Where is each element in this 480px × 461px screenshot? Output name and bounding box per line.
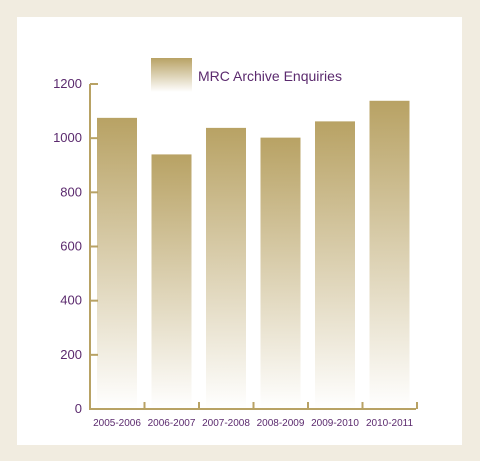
bar-2010-2011 bbox=[369, 100, 410, 410]
x-category-label-2008-2009: 2008-2009 bbox=[257, 418, 305, 429]
y-tick-label-1000: 1000 bbox=[53, 130, 82, 145]
x-category-label-2010-2011: 2010-2011 bbox=[366, 418, 414, 429]
y-tick-label-800: 800 bbox=[60, 184, 82, 199]
bar-2009-2010 bbox=[315, 121, 355, 409]
x-category-label-2009-2010: 2009-2010 bbox=[311, 418, 359, 429]
y-tick-label-600: 600 bbox=[60, 239, 82, 254]
y-tick-label-1200: 1200 bbox=[53, 76, 82, 91]
x-category-label-2006-2007: 2006-2007 bbox=[148, 418, 196, 429]
bar-2006-2007 bbox=[151, 154, 192, 409]
bars-group bbox=[97, 100, 410, 410]
axes-group: 0 200 400 600 800 1000 1200 2005-2006 2006-2007 2… bbox=[53, 76, 418, 429]
y-tick-label-400: 400 bbox=[60, 293, 82, 308]
legend: MRC Archive Enquiries bbox=[151, 58, 342, 92]
legend-label: MRC Archive Enquiries bbox=[198, 68, 342, 84]
bar-2008-2009 bbox=[260, 137, 301, 409]
y-tick-label-200: 200 bbox=[60, 347, 82, 362]
legend-swatch bbox=[151, 58, 192, 92]
x-category-label-2005-2006: 2005-2006 bbox=[93, 418, 141, 429]
y-tick-label-0: 0 bbox=[75, 401, 82, 416]
bar-2005-2006 bbox=[97, 117, 137, 410]
bar-2007-2008 bbox=[206, 127, 246, 409]
x-category-label-2007-2008: 2007-2008 bbox=[202, 418, 250, 429]
